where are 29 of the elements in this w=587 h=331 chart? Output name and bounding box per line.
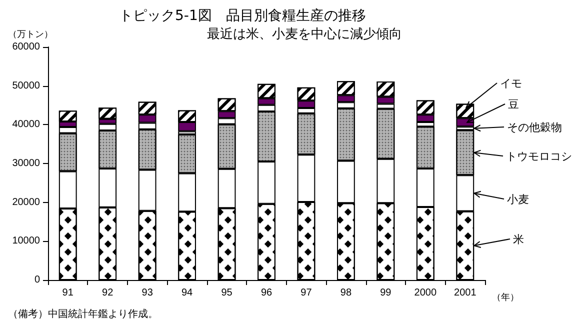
x-tick-label: 94 bbox=[181, 288, 194, 298]
y-tick-label: 30000 bbox=[12, 158, 40, 169]
text: （備考）中国統計年鑑より作成。 bbox=[8, 308, 158, 321]
chart-subtitle: 最近は米、小麦を中心に減少傾向 bbox=[207, 26, 402, 43]
y-tick-label: 0 bbox=[34, 274, 40, 286]
text: イモ bbox=[500, 76, 522, 91]
x-tick-label: 97 bbox=[300, 288, 312, 298]
legend-label: 小麦 bbox=[507, 192, 529, 207]
x-tick-label: 96 bbox=[260, 288, 272, 298]
x-tick-label: 2000 bbox=[414, 288, 437, 298]
legend-label: トウモロコシ bbox=[506, 149, 572, 164]
legend-label: その他穀物 bbox=[507, 120, 562, 135]
y-tick-label: 40000 bbox=[12, 119, 40, 130]
x-tick-label: 91 bbox=[62, 288, 74, 298]
y-axis-title: （万トン） bbox=[8, 29, 53, 41]
y-tick-label: 60000 bbox=[12, 42, 40, 52]
x-tick-label: 92 bbox=[102, 288, 114, 298]
x-tick-label: 93 bbox=[142, 288, 154, 298]
x-tick-label: 2001 bbox=[454, 288, 477, 298]
x-tick-label: 98 bbox=[340, 288, 352, 298]
x-tick-label: 99 bbox=[380, 288, 392, 298]
y-tick-label: 20000 bbox=[12, 196, 40, 208]
y-tick-label: 50000 bbox=[12, 80, 40, 92]
text: 豆 bbox=[508, 97, 519, 112]
legend-label: 米 bbox=[513, 232, 524, 247]
x-axis-title: （年） bbox=[492, 292, 519, 304]
x-tick-label: 95 bbox=[221, 288, 233, 298]
y-tick-label: 10000 bbox=[12, 236, 40, 247]
chart-title: トピック5-1図 品目別食糧生産の推移 bbox=[119, 7, 366, 25]
